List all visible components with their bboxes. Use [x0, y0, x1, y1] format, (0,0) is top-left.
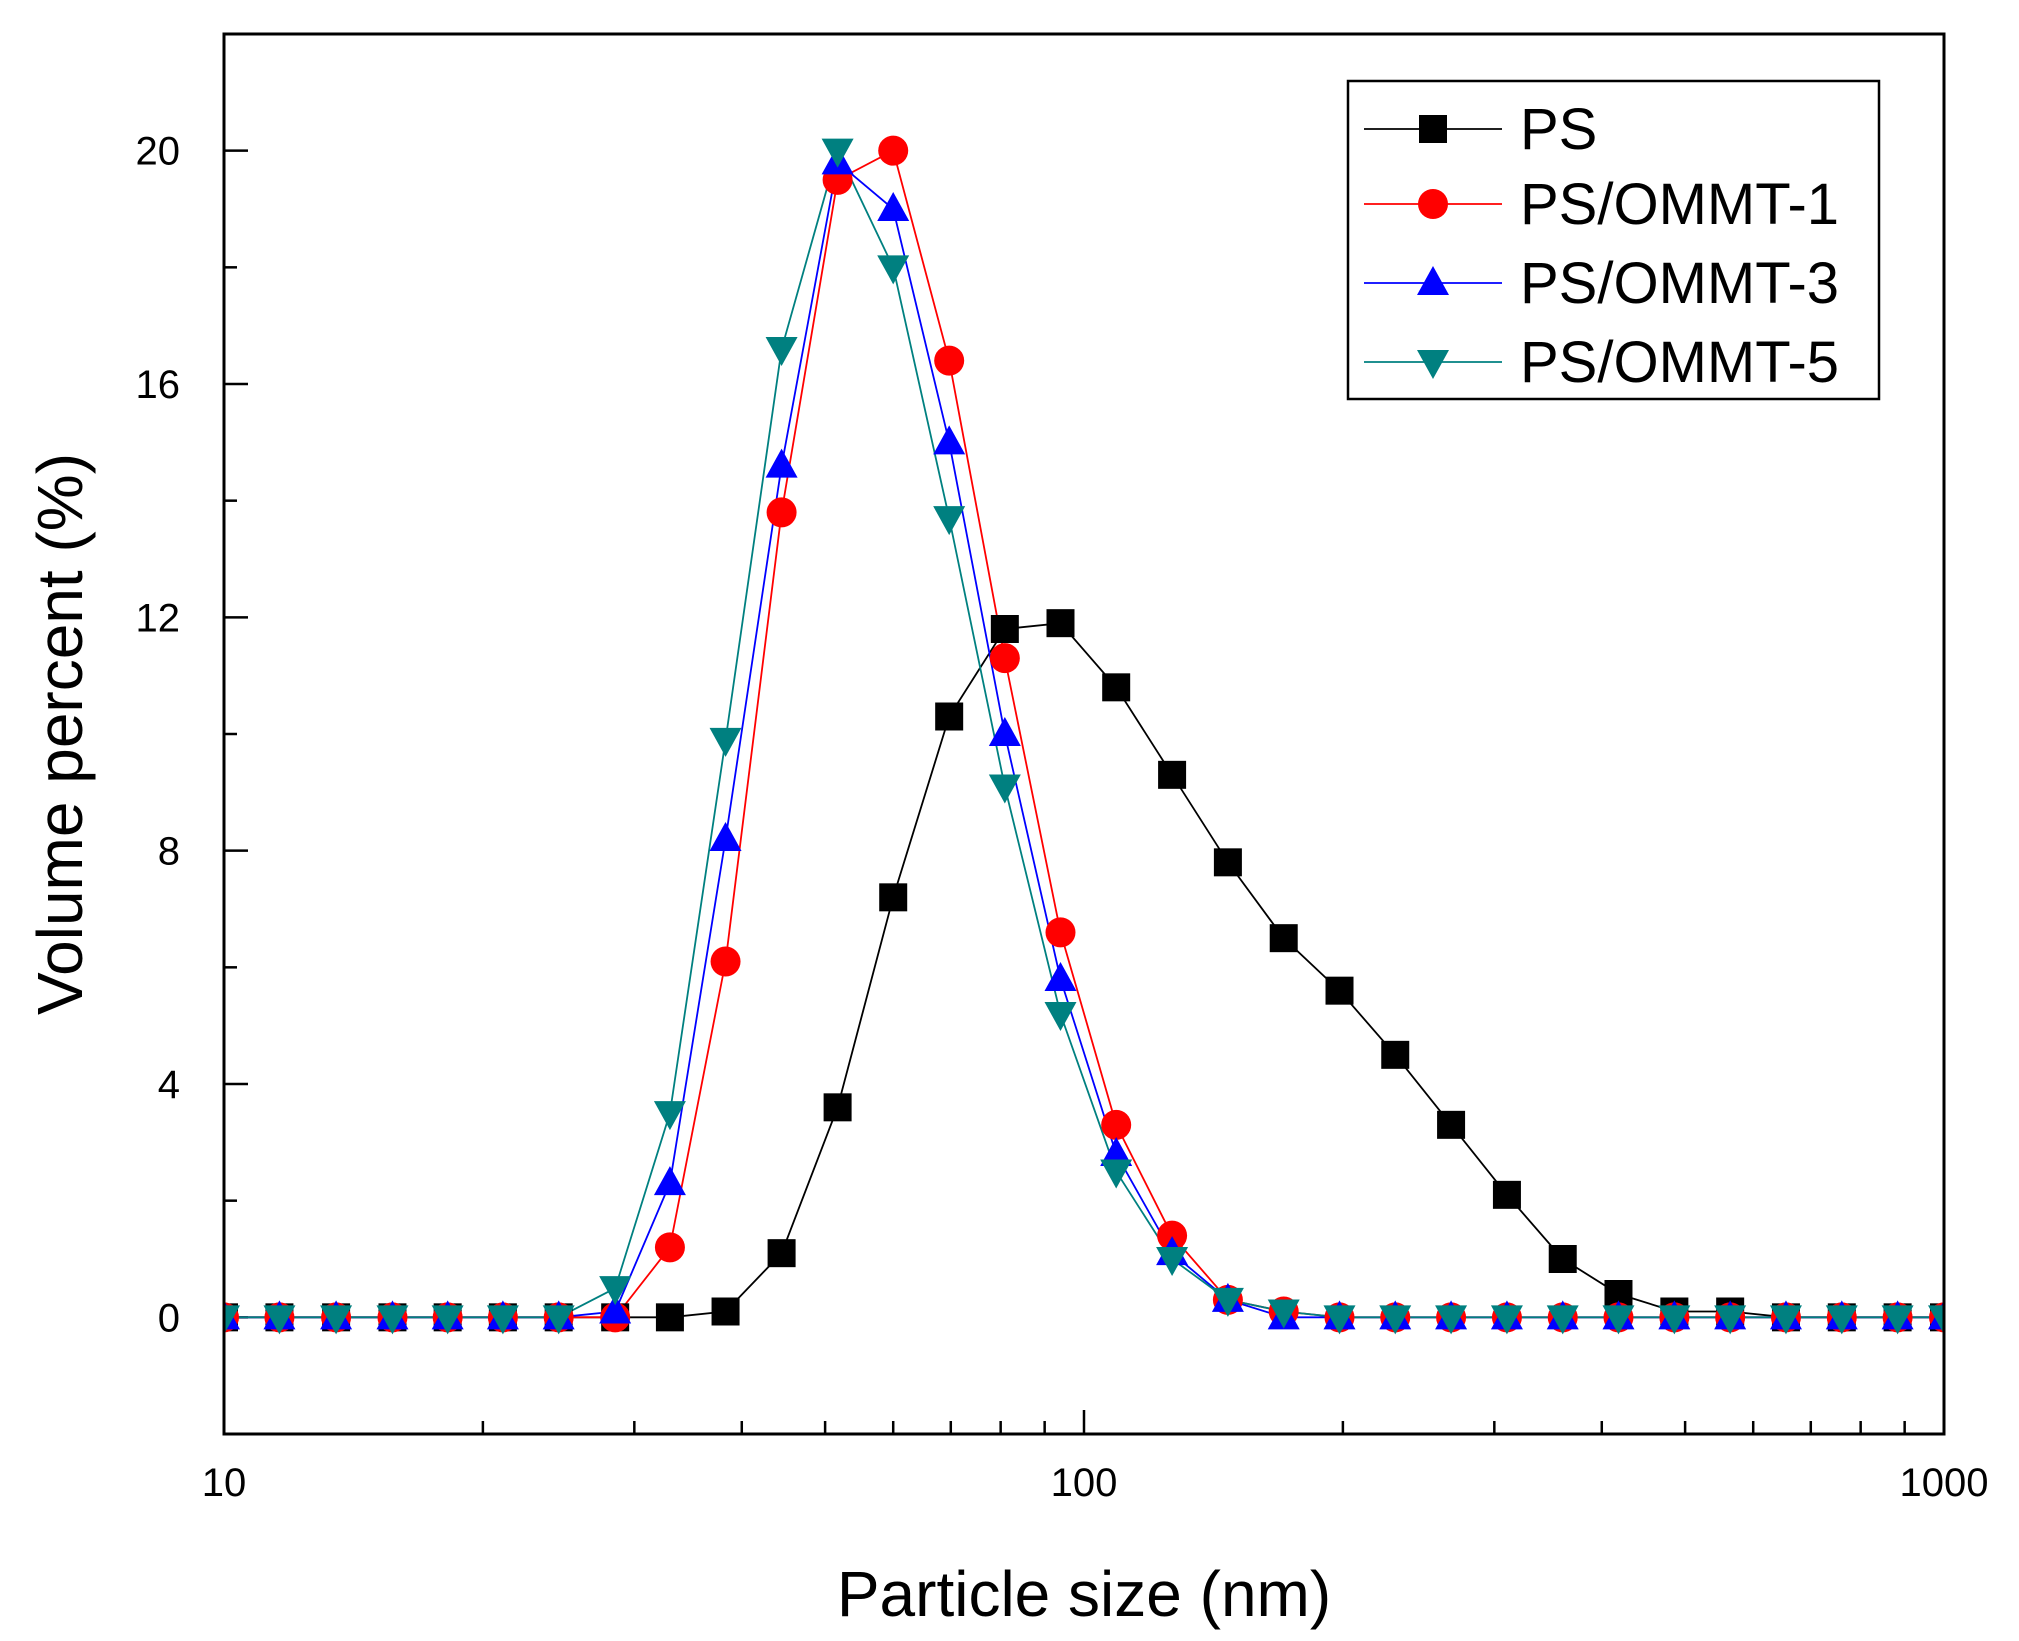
data-point-ps — [990, 615, 1019, 643]
x-axis-title: Particle size (nm) — [837, 1558, 1331, 1630]
data-point-ps-ommt-5 — [263, 1305, 296, 1335]
data-point-ps-ommt-1 — [1045, 917, 1076, 948]
data-point-ps — [1548, 1245, 1577, 1273]
data-point-ps-ommt-5 — [1602, 1305, 1635, 1335]
data-point-ps-ommt-5 — [1323, 1305, 1356, 1335]
y-tick-label: 20 — [136, 130, 181, 174]
data-point-ps-ommt-1 — [710, 946, 741, 977]
data-point-ps-ommt-1 — [934, 345, 965, 376]
data-point-ps-ommt-1 — [1157, 1220, 1188, 1251]
markers-layer — [224, 135, 1944, 1335]
legend-marker-ps-ommt-5 — [1417, 350, 1449, 379]
data-point-ps-ommt-5 — [542, 1305, 575, 1335]
data-point-ps-ommt-3 — [709, 822, 742, 851]
y-tick-label: 8 — [158, 830, 180, 874]
y-axis-title: Volume percent (%) — [24, 453, 96, 1015]
legend-marker-ps-ommt-1 — [1418, 189, 1448, 219]
data-point-ps-ommt-5 — [933, 506, 966, 536]
data-point-ps-ommt-5 — [431, 1305, 464, 1335]
data-point-ps-ommt-5 — [1156, 1247, 1189, 1276]
data-point-ps — [655, 1303, 684, 1332]
data-point-ps-ommt-1 — [1101, 1109, 1132, 1140]
data-point-ps — [1492, 1180, 1521, 1209]
data-point-ps-ommt-5 — [821, 138, 854, 168]
data-point-ps-ommt-5 — [653, 1101, 686, 1131]
legend-label-ps-ommt-3: PS/OMMT-3 — [1520, 251, 1839, 316]
data-point-ps-ommt-5 — [1100, 1159, 1133, 1189]
data-point-ps — [1381, 1040, 1410, 1069]
data-point-ps — [1437, 1110, 1466, 1139]
y-tick-label: 16 — [136, 363, 181, 407]
x-tick-label: 100 — [1051, 1461, 1118, 1505]
data-point-ps-ommt-5 — [1490, 1305, 1523, 1335]
y-tick-label: 12 — [136, 596, 181, 640]
data-point-ps-ommt-5 — [1211, 1287, 1244, 1317]
data-point-ps-ommt-1 — [878, 135, 909, 166]
data-point-ps-ommt-5 — [376, 1305, 409, 1335]
plot-frame — [222, 32, 1946, 1436]
data-point-ps — [1046, 609, 1075, 638]
data-point-ps-ommt-5 — [320, 1305, 353, 1335]
data-point-ps-ommt-1 — [654, 1232, 685, 1263]
data-point-ps — [1325, 976, 1354, 1005]
data-point-ps-ommt-5 — [1435, 1305, 1468, 1335]
data-point-ps-ommt-5 — [877, 255, 910, 285]
data-point-ps-ommt-5 — [1714, 1305, 1747, 1335]
data-point-ps-ommt-3 — [988, 717, 1021, 746]
data-point-ps-ommt-3 — [877, 192, 910, 221]
data-point-ps — [1102, 673, 1131, 702]
data-point-ps-ommt-5 — [599, 1276, 632, 1306]
tick-labels: 10 100 1000 0 4 8 12 16 20 — [136, 130, 1989, 1505]
data-point-ps — [767, 1239, 796, 1268]
data-point-ps-ommt-5 — [1881, 1305, 1914, 1335]
data-point-ps-ommt-5 — [1769, 1305, 1802, 1335]
y-tick-label: 4 — [158, 1063, 180, 1107]
legend-label-ps-ommt-5: PS/OMMT-5 — [1520, 330, 1839, 395]
data-point-ps-ommt-5 — [1825, 1305, 1858, 1335]
data-point-ps-ommt-3 — [933, 425, 966, 455]
data-point-ps — [1213, 848, 1242, 877]
data-point-ps-ommt-5 — [1267, 1299, 1300, 1329]
data-point-ps-ommt-5 — [1546, 1305, 1579, 1335]
x-tick-label: 10 — [202, 1461, 247, 1505]
data-point-ps — [823, 1093, 852, 1122]
legend-label-ps: PS — [1520, 97, 1597, 162]
data-point-ps-ommt-5 — [988, 774, 1021, 804]
data-point-ps-ommt-3 — [653, 1166, 686, 1196]
x-tick-label: 1000 — [1900, 1461, 1989, 1505]
data-point-ps — [1158, 760, 1187, 789]
data-point-ps-ommt-3 — [599, 1294, 632, 1324]
data-point-ps-ommt-5 — [1379, 1305, 1412, 1335]
data-point-ps — [879, 883, 908, 912]
y-tick-label: 0 — [158, 1296, 180, 1340]
data-point-ps-ommt-3 — [765, 448, 798, 478]
data-point-ps-ommt-5 — [486, 1305, 519, 1335]
data-point-ps — [711, 1297, 740, 1326]
data-point-ps-ommt-5 — [765, 337, 798, 366]
legend-marker-ps-ommt-3 — [1417, 266, 1449, 295]
data-point-ps-ommt-3 — [1044, 962, 1077, 991]
data-point-ps-ommt-1 — [989, 643, 1020, 674]
legend-label-ps-ommt-1: PS/OMMT-1 — [1520, 172, 1839, 237]
data-point-ps-ommt-5 — [224, 1305, 240, 1335]
data-point-ps — [1269, 924, 1298, 953]
data-point-ps-ommt-1 — [766, 497, 797, 528]
data-point-ps-ommt-5 — [709, 727, 742, 757]
data-point-ps-ommt-5 — [1044, 1002, 1077, 1031]
data-point-ps-ommt-3 — [1100, 1137, 1133, 1166]
data-point-ps — [935, 702, 964, 731]
legend: PS PS/OMMT-1 PS/OMMT-3 PS/OMMT-5 — [1346, 79, 1881, 401]
data-point-ps-ommt-5 — [1928, 1305, 1944, 1335]
legend-marker-ps — [1419, 115, 1447, 143]
data-point-ps-ommt-5 — [1658, 1305, 1691, 1335]
